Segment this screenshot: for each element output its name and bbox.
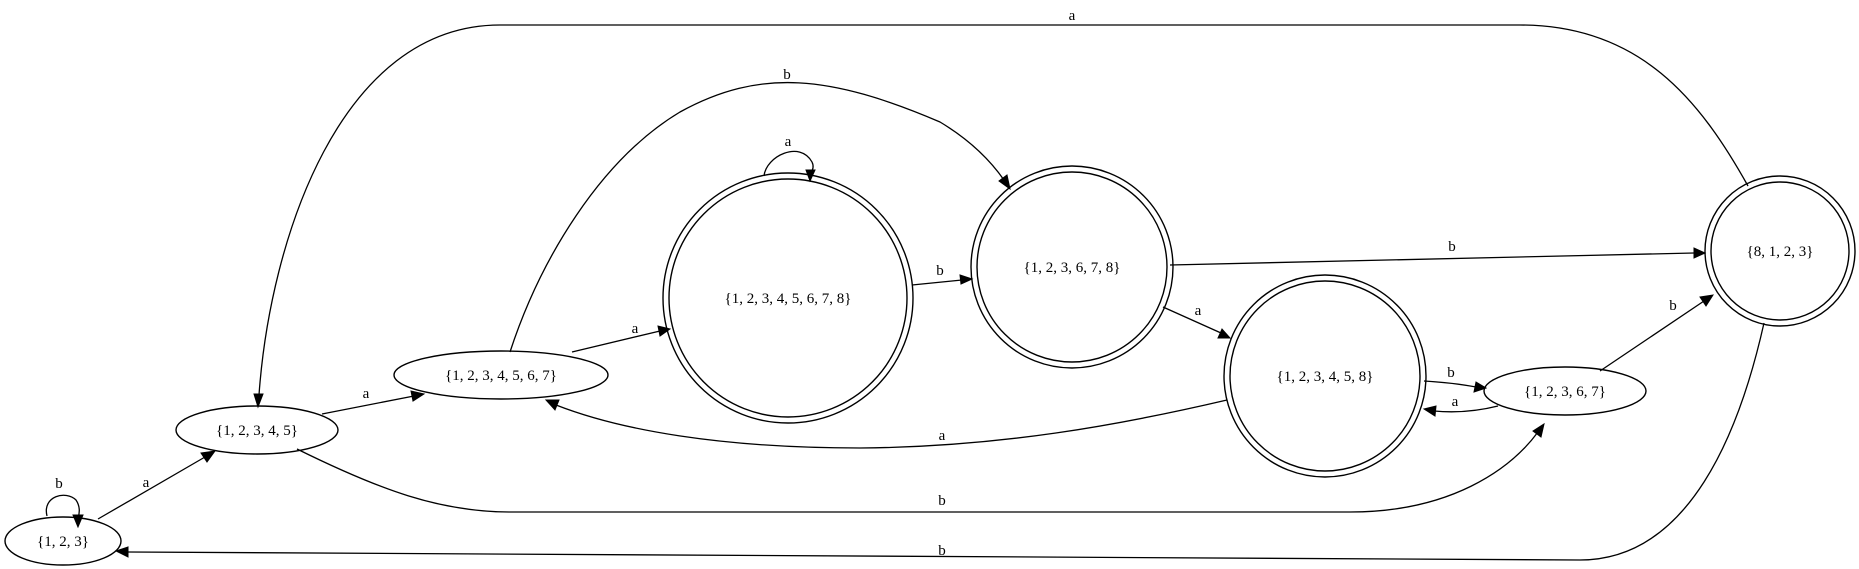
edge-label: b — [938, 543, 946, 559]
state-node-12345678: {1, 2, 3, 4, 5, 6, 7, 8} — [662, 172, 914, 424]
edge-n123-n12345-a: a — [97, 450, 217, 520]
edge-label: b — [783, 67, 791, 83]
edge-n1234567-n123678-b: b — [509, 67, 1011, 353]
edge-label: b — [55, 476, 63, 492]
edge-n12345-n1234567-a: a — [321, 386, 426, 415]
edge-label: b — [1447, 365, 1455, 381]
edge-label: a — [1069, 8, 1076, 24]
edge-n123678-n123458-a: a — [1162, 303, 1232, 339]
edge-n123678-n8123-b: b — [1169, 239, 1707, 266]
state-label: {8, 1, 2, 3} — [1747, 244, 1814, 260]
edge-label: a — [1195, 303, 1202, 319]
edge-n123-self-b: b — [45, 476, 84, 529]
state-node-12345: {1, 2, 3, 4, 5} — [175, 405, 339, 455]
state-node-123: {1, 2, 3} — [4, 516, 122, 566]
state-label: {1, 2, 3, 6, 7} — [1524, 384, 1606, 400]
state-node-123458: {1, 2, 3, 4, 5, 8} — [1223, 274, 1427, 478]
state-label: {1, 2, 3} — [37, 534, 89, 550]
state-label: {1, 2, 3, 4, 5, 6, 7} — [445, 368, 557, 384]
edge-label: a — [1452, 394, 1459, 410]
edge-label: a — [143, 475, 150, 491]
state-node-8123: {8, 1, 2, 3} — [1704, 175, 1856, 327]
edge-label: a — [785, 134, 792, 150]
edge-n12345-n12367-b: b — [296, 422, 1545, 513]
state-label: {1, 2, 3, 6, 7, 8} — [1024, 260, 1121, 276]
state-node-12367: {1, 2, 3, 6, 7} — [1483, 366, 1647, 416]
edge-label: b — [1669, 298, 1677, 314]
edge-label: b — [1448, 239, 1456, 255]
state-node-123678: {1, 2, 3, 6, 7, 8} — [970, 165, 1174, 369]
edge-label: a — [632, 321, 639, 337]
edge-label: a — [363, 386, 370, 402]
edge-label: b — [938, 493, 946, 509]
edge-n1234567-n12345678-a: a — [571, 321, 672, 353]
state-label: {1, 2, 3, 4, 5, 8} — [1277, 369, 1374, 385]
edge-label: b — [936, 263, 944, 279]
edge-n8123-n12345-a: a — [253, 8, 1749, 409]
state-node-1234567: {1, 2, 3, 4, 5, 6, 7} — [393, 350, 609, 400]
edge-n12367-n123458-a: a — [1422, 394, 1499, 417]
state-label: {1, 2, 3, 4, 5} — [216, 423, 298, 439]
edge-n123458-n1234567-a: a — [544, 399, 1228, 449]
state-label: {1, 2, 3, 4, 5, 6, 7, 8} — [725, 291, 852, 307]
edge-n123458-n12367-b: b — [1423, 365, 1488, 393]
edge-n12367-n8123-b: b — [1599, 294, 1715, 372]
edge-label: a — [939, 428, 946, 444]
edge-n8123-n123-b: b — [114, 322, 1765, 561]
edge-n12345678-n123678-b: b — [911, 263, 974, 286]
